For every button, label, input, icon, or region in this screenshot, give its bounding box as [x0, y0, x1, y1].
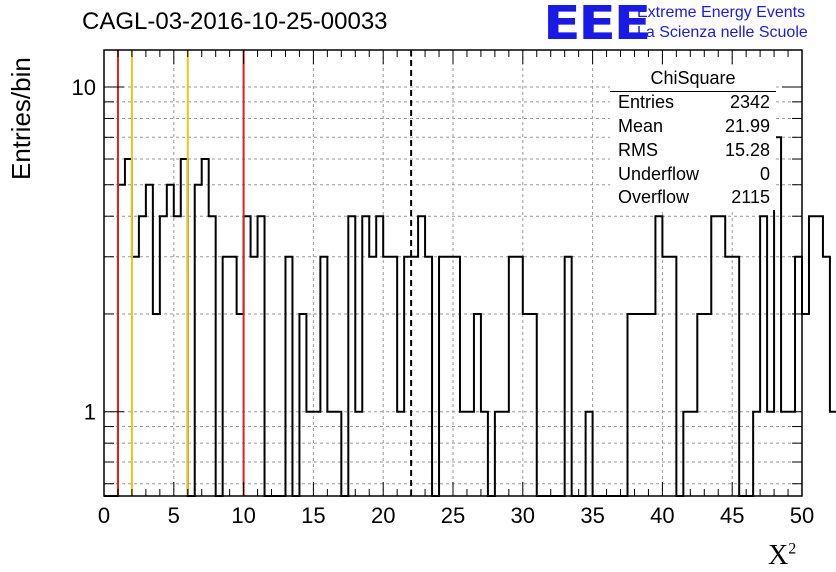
stats-value: 21.99: [724, 116, 770, 136]
stats-label: RMS: [618, 140, 658, 160]
x-axis-label: X2: [768, 540, 797, 571]
y-tick-label: 10: [72, 75, 96, 100]
x-tick-label: 35: [580, 503, 604, 528]
stats-label: Mean: [618, 116, 664, 136]
stats-value: 2342: [729, 92, 770, 112]
y-axis-label: Entries/bin: [6, 57, 36, 180]
eee-logo: EEE: [543, 0, 651, 50]
x-tick-label: 15: [301, 503, 325, 528]
stats-label: Overflow: [618, 187, 690, 207]
stats-value: 15.28: [724, 140, 770, 160]
x-tick-label: 0: [98, 503, 110, 528]
histogram-series: [104, 136, 836, 497]
x-tick-label: 30: [511, 503, 535, 528]
x-tick-label: 20: [371, 503, 395, 528]
logo-caption-line2: La Scienza nelle Scuole: [637, 24, 808, 41]
x-tick-label: 25: [441, 503, 465, 528]
x-tick-label: 10: [231, 503, 255, 528]
stats-value: 2115: [731, 187, 770, 207]
chart-title: CAGL-03-2016-10-25-00033: [82, 8, 388, 35]
stats-divider: [610, 91, 776, 92]
stats-label: Entries: [618, 92, 675, 112]
stats-box: ChiSquare Entries 2342 Mean 21.99 RMS 15…: [610, 66, 776, 210]
stats-value: 0: [759, 164, 770, 184]
stats-label: Underflow: [618, 164, 700, 184]
stats-title: ChiSquare: [650, 68, 736, 88]
x-tick-label: 40: [650, 503, 674, 528]
x-tick-label: 50: [790, 503, 814, 528]
x-tick-label: 5: [168, 503, 180, 528]
y-tick-label: 1: [84, 400, 96, 425]
logo-caption-line1: Extreme Energy Events: [637, 4, 806, 21]
x-tick-label: 45: [720, 503, 744, 528]
